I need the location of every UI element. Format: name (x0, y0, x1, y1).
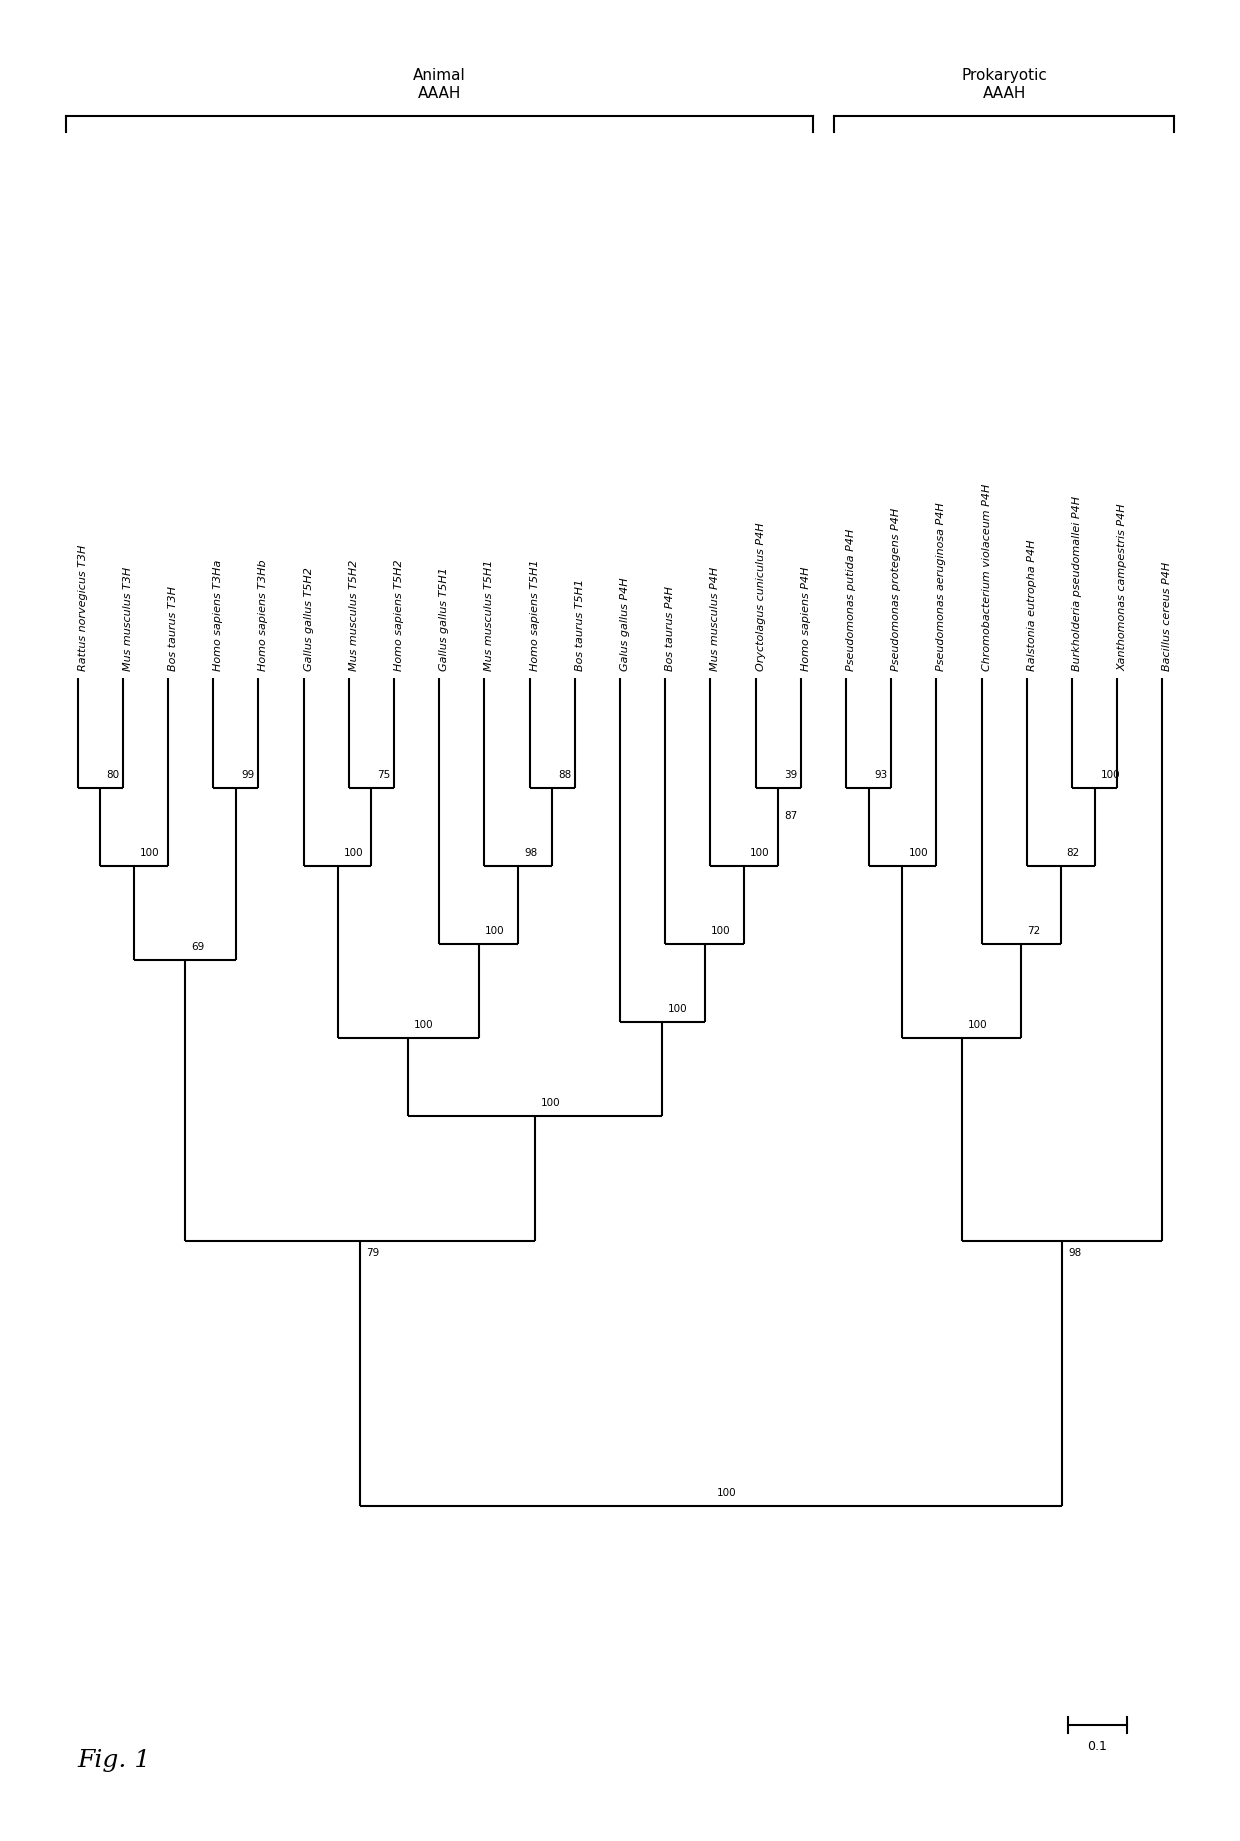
Text: 87: 87 (784, 812, 797, 821)
Text: 79: 79 (366, 1248, 379, 1259)
Text: Pseudomonas protegens P4H: Pseudomonas protegens P4H (892, 508, 901, 670)
Text: Animal
AAAH: Animal AAAH (413, 68, 465, 101)
Text: Bacillus cereus P4H: Bacillus cereus P4H (1162, 562, 1172, 670)
Text: Homo sapiens T3Ha: Homo sapiens T3Ha (213, 560, 223, 670)
Text: 72: 72 (1027, 926, 1040, 935)
Text: 100: 100 (541, 1097, 560, 1108)
Text: Mus musculus P4H: Mus musculus P4H (711, 567, 720, 670)
Text: 100: 100 (140, 849, 160, 858)
Text: Bos taurus T5H1: Bos taurus T5H1 (575, 578, 585, 670)
Text: Prokaryotic
AAAH: Prokaryotic AAAH (961, 68, 1047, 101)
Text: Mus musculus T5H2: Mus musculus T5H2 (348, 560, 358, 670)
Text: Rattus norvegicus T3H: Rattus norvegicus T3H (78, 545, 88, 670)
Text: 82: 82 (1066, 849, 1080, 858)
Text: 69: 69 (191, 943, 205, 952)
Text: Bos taurus P4H: Bos taurus P4H (665, 585, 676, 670)
Text: 93: 93 (874, 770, 888, 781)
Text: 0.1: 0.1 (1087, 1740, 1107, 1753)
Text: Burkholderia pseudomallei P4H: Burkholderia pseudomallei P4H (1071, 495, 1083, 670)
Text: Mus musculus T3H: Mus musculus T3H (123, 567, 133, 670)
Text: Fig. 1: Fig. 1 (78, 1749, 151, 1771)
Text: 98: 98 (525, 849, 537, 858)
Text: Xanthomonas campestris P4H: Xanthomonas campestris P4H (1117, 503, 1127, 670)
Text: 100: 100 (750, 849, 770, 858)
Text: 100: 100 (1100, 770, 1120, 781)
Text: Homo sapiens T5H1: Homo sapiens T5H1 (529, 560, 539, 670)
Text: Gallus gallus T5H2: Gallus gallus T5H2 (304, 567, 314, 670)
Text: Pseudomonas putida P4H: Pseudomonas putida P4H (846, 528, 856, 670)
Text: 100: 100 (485, 926, 505, 935)
Text: 99: 99 (242, 770, 255, 781)
Text: 75: 75 (377, 770, 391, 781)
Text: Homo sapiens T3Hb: Homo sapiens T3Hb (258, 560, 268, 670)
Text: 80: 80 (107, 770, 119, 781)
Text: 98: 98 (1068, 1248, 1081, 1259)
Text: 100: 100 (711, 926, 730, 935)
Text: 100: 100 (343, 849, 363, 858)
Text: 100: 100 (909, 849, 928, 858)
Text: Gallus gallus T5H1: Gallus gallus T5H1 (439, 567, 449, 670)
Text: 100: 100 (414, 1020, 434, 1029)
Text: Galus gallus P4H: Galus gallus P4H (620, 576, 630, 670)
Text: Chromobacterium violaceum P4H: Chromobacterium violaceum P4H (982, 484, 992, 670)
Text: Homo sapiens P4H: Homo sapiens P4H (801, 567, 811, 670)
Text: 100: 100 (668, 1003, 688, 1014)
Text: 100: 100 (967, 1020, 987, 1029)
Text: Oryctolagus cuniculus P4H: Oryctolagus cuniculus P4H (755, 523, 765, 670)
Text: Mus musculus T5H1: Mus musculus T5H1 (485, 560, 495, 670)
Text: Pseudomonas aeruginosa P4H: Pseudomonas aeruginosa P4H (936, 503, 946, 670)
Text: 39: 39 (784, 770, 797, 781)
Text: Ralstonia eutropha P4H: Ralstonia eutropha P4H (1027, 539, 1037, 670)
Text: 100: 100 (717, 1488, 737, 1499)
Text: Bos taurus T3H: Bos taurus T3H (169, 585, 179, 670)
Text: 88: 88 (558, 770, 572, 781)
Text: Homo sapiens T5H2: Homo sapiens T5H2 (394, 560, 404, 670)
